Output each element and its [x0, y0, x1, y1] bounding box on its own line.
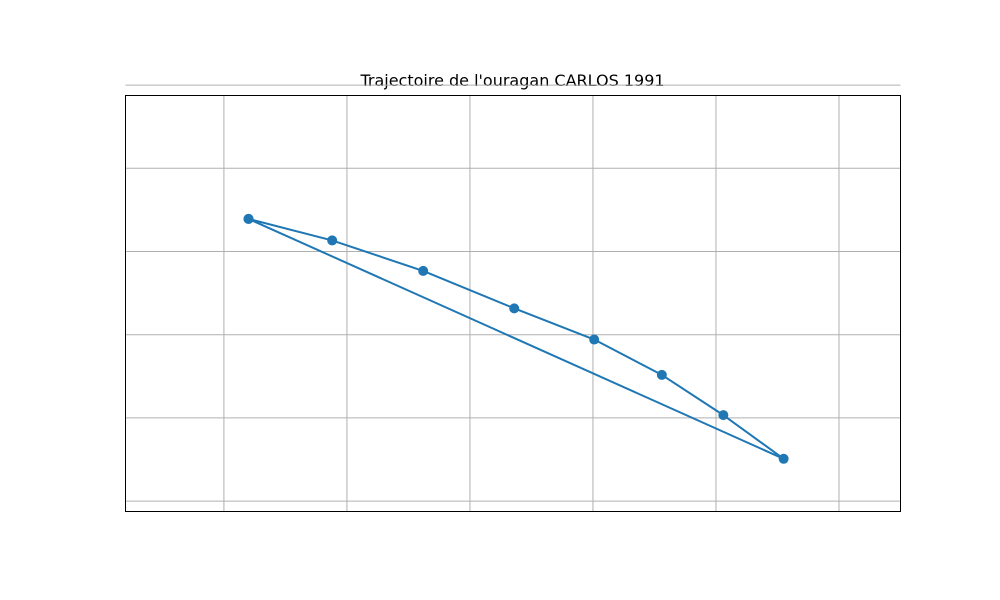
plot-frame — [125, 95, 901, 512]
track-point — [718, 410, 729, 421]
track-point — [778, 453, 789, 464]
track-point — [327, 235, 338, 246]
hurricane-track — [247, 217, 785, 460]
track-point — [509, 303, 520, 314]
chart-title: Trajectoire de l'ouragan CARLOS 1991 — [359, 71, 664, 90]
track-point — [243, 213, 254, 224]
grid — [125, 84, 901, 512]
track-point — [418, 265, 429, 276]
track-markers — [243, 213, 789, 464]
track-line — [247, 217, 785, 460]
track-point — [589, 334, 600, 345]
track-point — [656, 369, 667, 380]
plot-area — [125, 84, 901, 512]
